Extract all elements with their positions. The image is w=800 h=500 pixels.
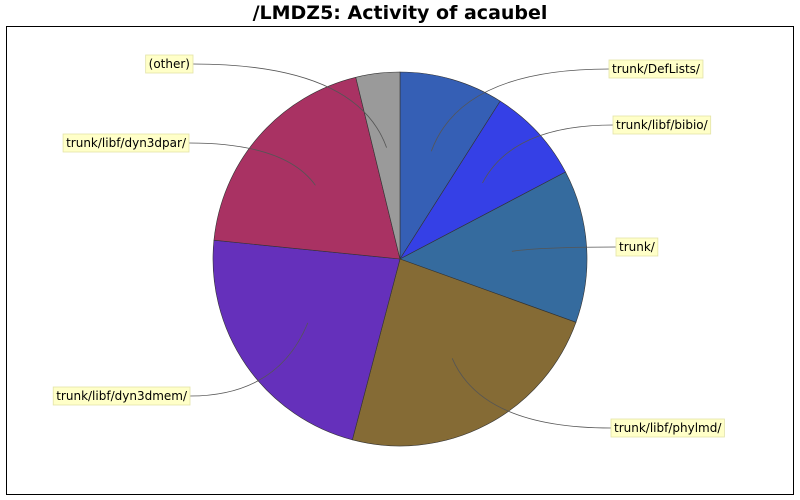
leader-line-trunk	[511, 246, 617, 252]
slice-label-box-trunk-libf-phylmd	[610, 418, 725, 438]
leader-line-trunk-deflists	[430, 68, 610, 152]
slice-label-trunk-deflists: trunk/DefLists/	[612, 62, 701, 76]
leader-line-trunk-libf-dyn3dpar	[188, 142, 316, 186]
leader-line-trunk-libf-phylmd	[451, 358, 612, 429]
slice-label-trunk-libf-phylmd: trunk/libf/phylmd/	[614, 421, 722, 435]
pie-slice-other	[355, 71, 401, 260]
pie-slice-trunk	[399, 171, 588, 323]
slice-label-box-trunk	[615, 237, 659, 257]
pie-slice-trunk-libf-phylmd	[351, 258, 577, 447]
leader-line-other	[192, 63, 387, 148]
pie-slice-trunk-libf-bibio	[399, 100, 566, 260]
slice-label-box-other	[145, 54, 194, 74]
slice-label-trunk-libf-bibio: trunk/libf/bibio/	[616, 118, 709, 132]
pie-slice-trunk-libf-dyn3dpar	[213, 76, 401, 260]
slice-label-trunk: trunk/	[619, 240, 656, 254]
chart-title: /LMDZ5: Activity of acaubel	[252, 2, 548, 24]
slice-label-box-trunk-libf-dyn3dpar	[62, 133, 190, 153]
leader-line-trunk-libf-dyn3dmem	[189, 322, 309, 397]
slice-label-other: (other)	[149, 57, 190, 71]
slice-label-box-trunk-libf-dyn3dmem	[52, 386, 191, 406]
pie-slice-trunk-deflists	[399, 71, 501, 261]
slice-label-box-trunk-libf-bibio	[612, 115, 712, 135]
slice-label-box-trunk-deflists	[608, 59, 704, 79]
pie-slice-trunk-libf-dyn3dmem	[212, 239, 401, 441]
slice-label-trunk-libf-dyn3dmem: trunk/libf/dyn3dmem/	[56, 389, 188, 403]
slice-label-trunk-libf-dyn3dpar: trunk/libf/dyn3dpar/	[66, 136, 187, 150]
leader-line-trunk-libf-bibio	[482, 124, 614, 184]
